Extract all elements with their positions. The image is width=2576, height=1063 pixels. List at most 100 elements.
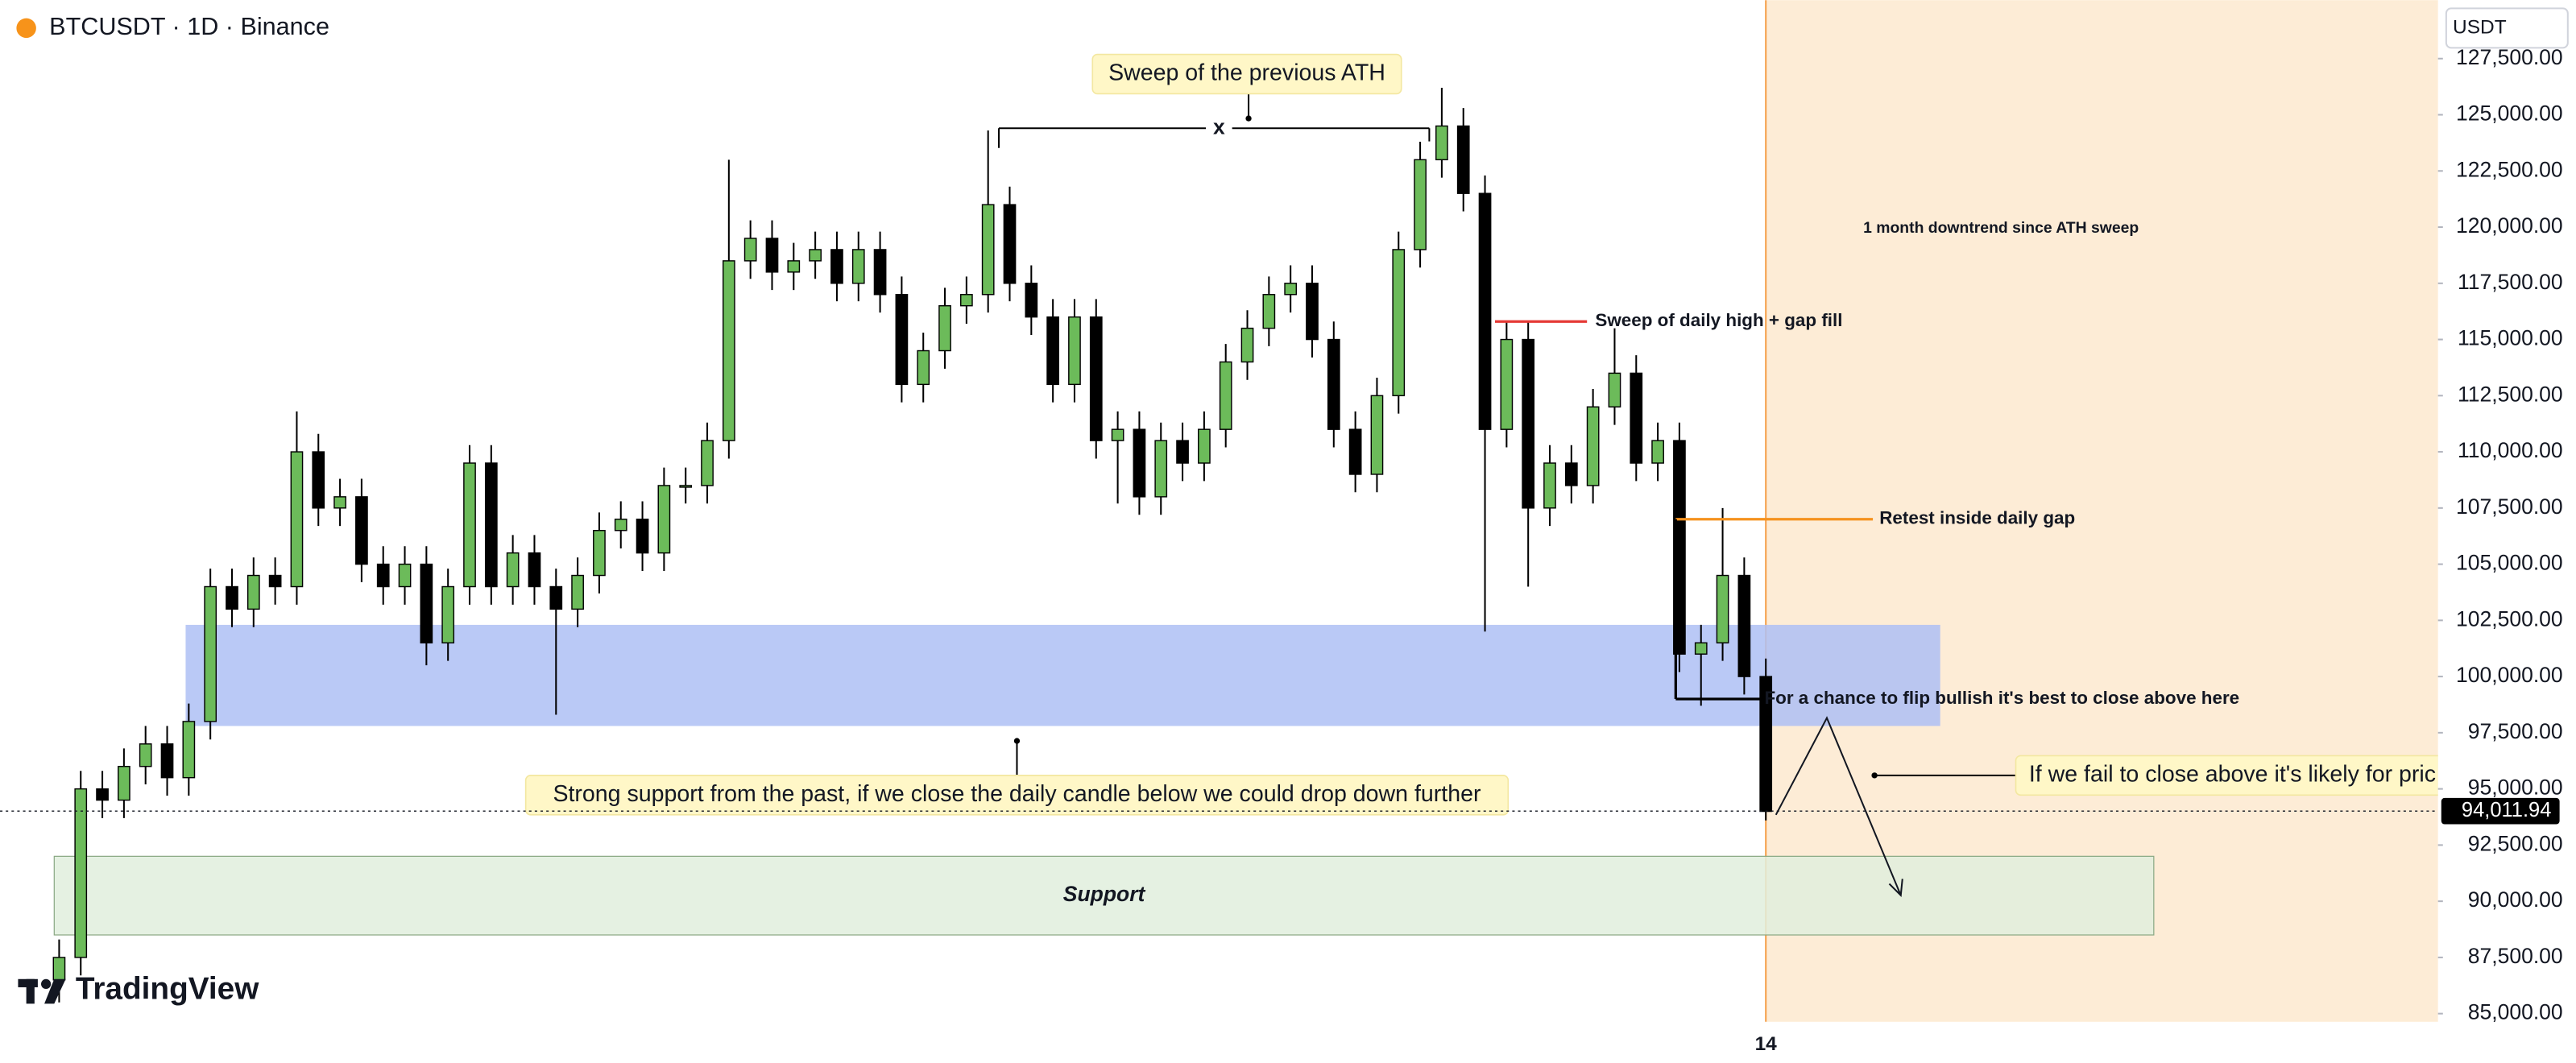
candle-body [139,743,152,767]
y-tick-label: 97,500.00 [2468,719,2563,743]
candle-body [1392,249,1406,397]
candle-body [809,249,822,262]
candle-body [851,249,865,284]
candle-body [1543,462,1556,509]
brand: TradingView [76,971,259,1006]
candle-body [1348,428,1362,475]
candle-body [74,788,88,958]
candle-body [1586,406,1600,486]
brand-logo: TradingView [18,971,259,1006]
callout-box [2015,755,2438,796]
candle-body [787,260,801,273]
candle-body [182,721,196,779]
logo-shape [40,978,52,990]
level-label: For a chance to flip bullish it's best t… [1764,688,2239,708]
y-tick-label: 125,000.00 [2456,101,2563,126]
candle-body [1025,283,1038,318]
candle-body [204,585,217,722]
candle-body [614,519,627,532]
candle-body [268,574,282,588]
candle-body [938,304,951,352]
level-label: Sweep of daily high + gap fill [1595,310,1842,330]
last-price-tag [2441,797,2560,825]
candle-body [52,957,66,981]
y-tick-label: 110,000.00 [2458,438,2563,462]
candle-body [1564,462,1578,486]
candle-body [333,496,346,509]
candle-body [484,462,498,588]
y-tick-label: 95,000.00 [2468,776,2563,800]
y-tick-label: 122,500.00 [2456,157,2563,181]
candle-body [1414,159,1427,250]
callout-text: Sweep of the previous ATH [1108,60,1385,86]
zone [185,624,1940,726]
projection-arrow [1775,716,1903,898]
note-text: 1 month downtrend since ATH sweep [1863,219,2139,237]
candle-body [1737,574,1751,677]
candle-body [290,451,304,588]
candle-body [679,485,693,488]
currency-box[interactable] [2445,7,2569,49]
callout-text: If we fail to close above it's likely fo… [2029,761,2436,787]
candle-body [1456,125,1470,194]
candle-body [506,552,520,588]
candle-body [1111,428,1124,441]
level-label: Retest inside daily gap [1879,508,2075,528]
callout-box [1091,53,1402,95]
y-tick-label: 100,000.00 [2456,663,2563,687]
logo-shape [44,978,66,1004]
callout-dot [1871,772,1878,779]
candle-body [873,249,887,296]
candle-body [1327,338,1340,430]
y-tick-label: 127,500.00 [2456,45,2563,69]
candle-body [528,552,541,588]
y-tick-label: 90,000.00 [2468,887,2563,912]
candle-body [1154,440,1168,498]
candle-body [226,585,238,610]
candle-body [549,585,563,610]
y-tick-label: 112,500.00 [2458,382,2563,406]
callout-box [524,775,1510,816]
y-tick-label: 87,500.00 [2468,944,2563,968]
candle-body [1176,440,1189,464]
candle-body [1500,338,1514,430]
candle-body [701,440,714,486]
level-label: x [1213,114,1225,139]
y-tick-label: 92,500.00 [2468,831,2563,855]
candle-body [398,563,412,588]
y-tick-label: 107,500.00 [2456,494,2563,519]
y-tick-label: 85,000.00 [2468,1000,2563,1024]
candle-body [355,496,368,565]
candle-body [1284,283,1298,296]
candle-body [722,260,735,441]
candle-body [1630,372,1643,464]
candle-body [1198,428,1211,464]
candle-body [1306,283,1319,341]
candle-body [312,451,325,509]
chart-title: BTCUSDT · 1D · Binance [49,13,329,40]
candle-body [657,485,671,554]
candle-body [1240,327,1254,363]
currency[interactable]: USDT [2453,16,2507,38]
zone [53,855,2155,936]
callout-text: Strong support from the past, if we clos… [553,781,1481,807]
candle-body [1068,316,1081,386]
candle-body [765,238,779,273]
candle-body [376,563,390,588]
candle-body [743,238,757,262]
candle-body [1133,428,1146,498]
candle-body [1046,316,1059,386]
price-axis: 85,000.00 87,500.00 90,000.00 92,500.00 95,0… [2437,45,2563,1024]
future-region [1766,0,2438,1022]
y-tick-label: 117,500.00 [2458,270,2563,294]
candle-body [593,530,606,577]
candle-body [1435,125,1448,161]
x-tick-label: 14 [1755,1033,1778,1055]
background-layer [1765,0,2438,1022]
candle-body [1478,192,1492,430]
candle-body [1219,361,1232,430]
candle-body [571,574,584,610]
candle-body [830,249,843,284]
